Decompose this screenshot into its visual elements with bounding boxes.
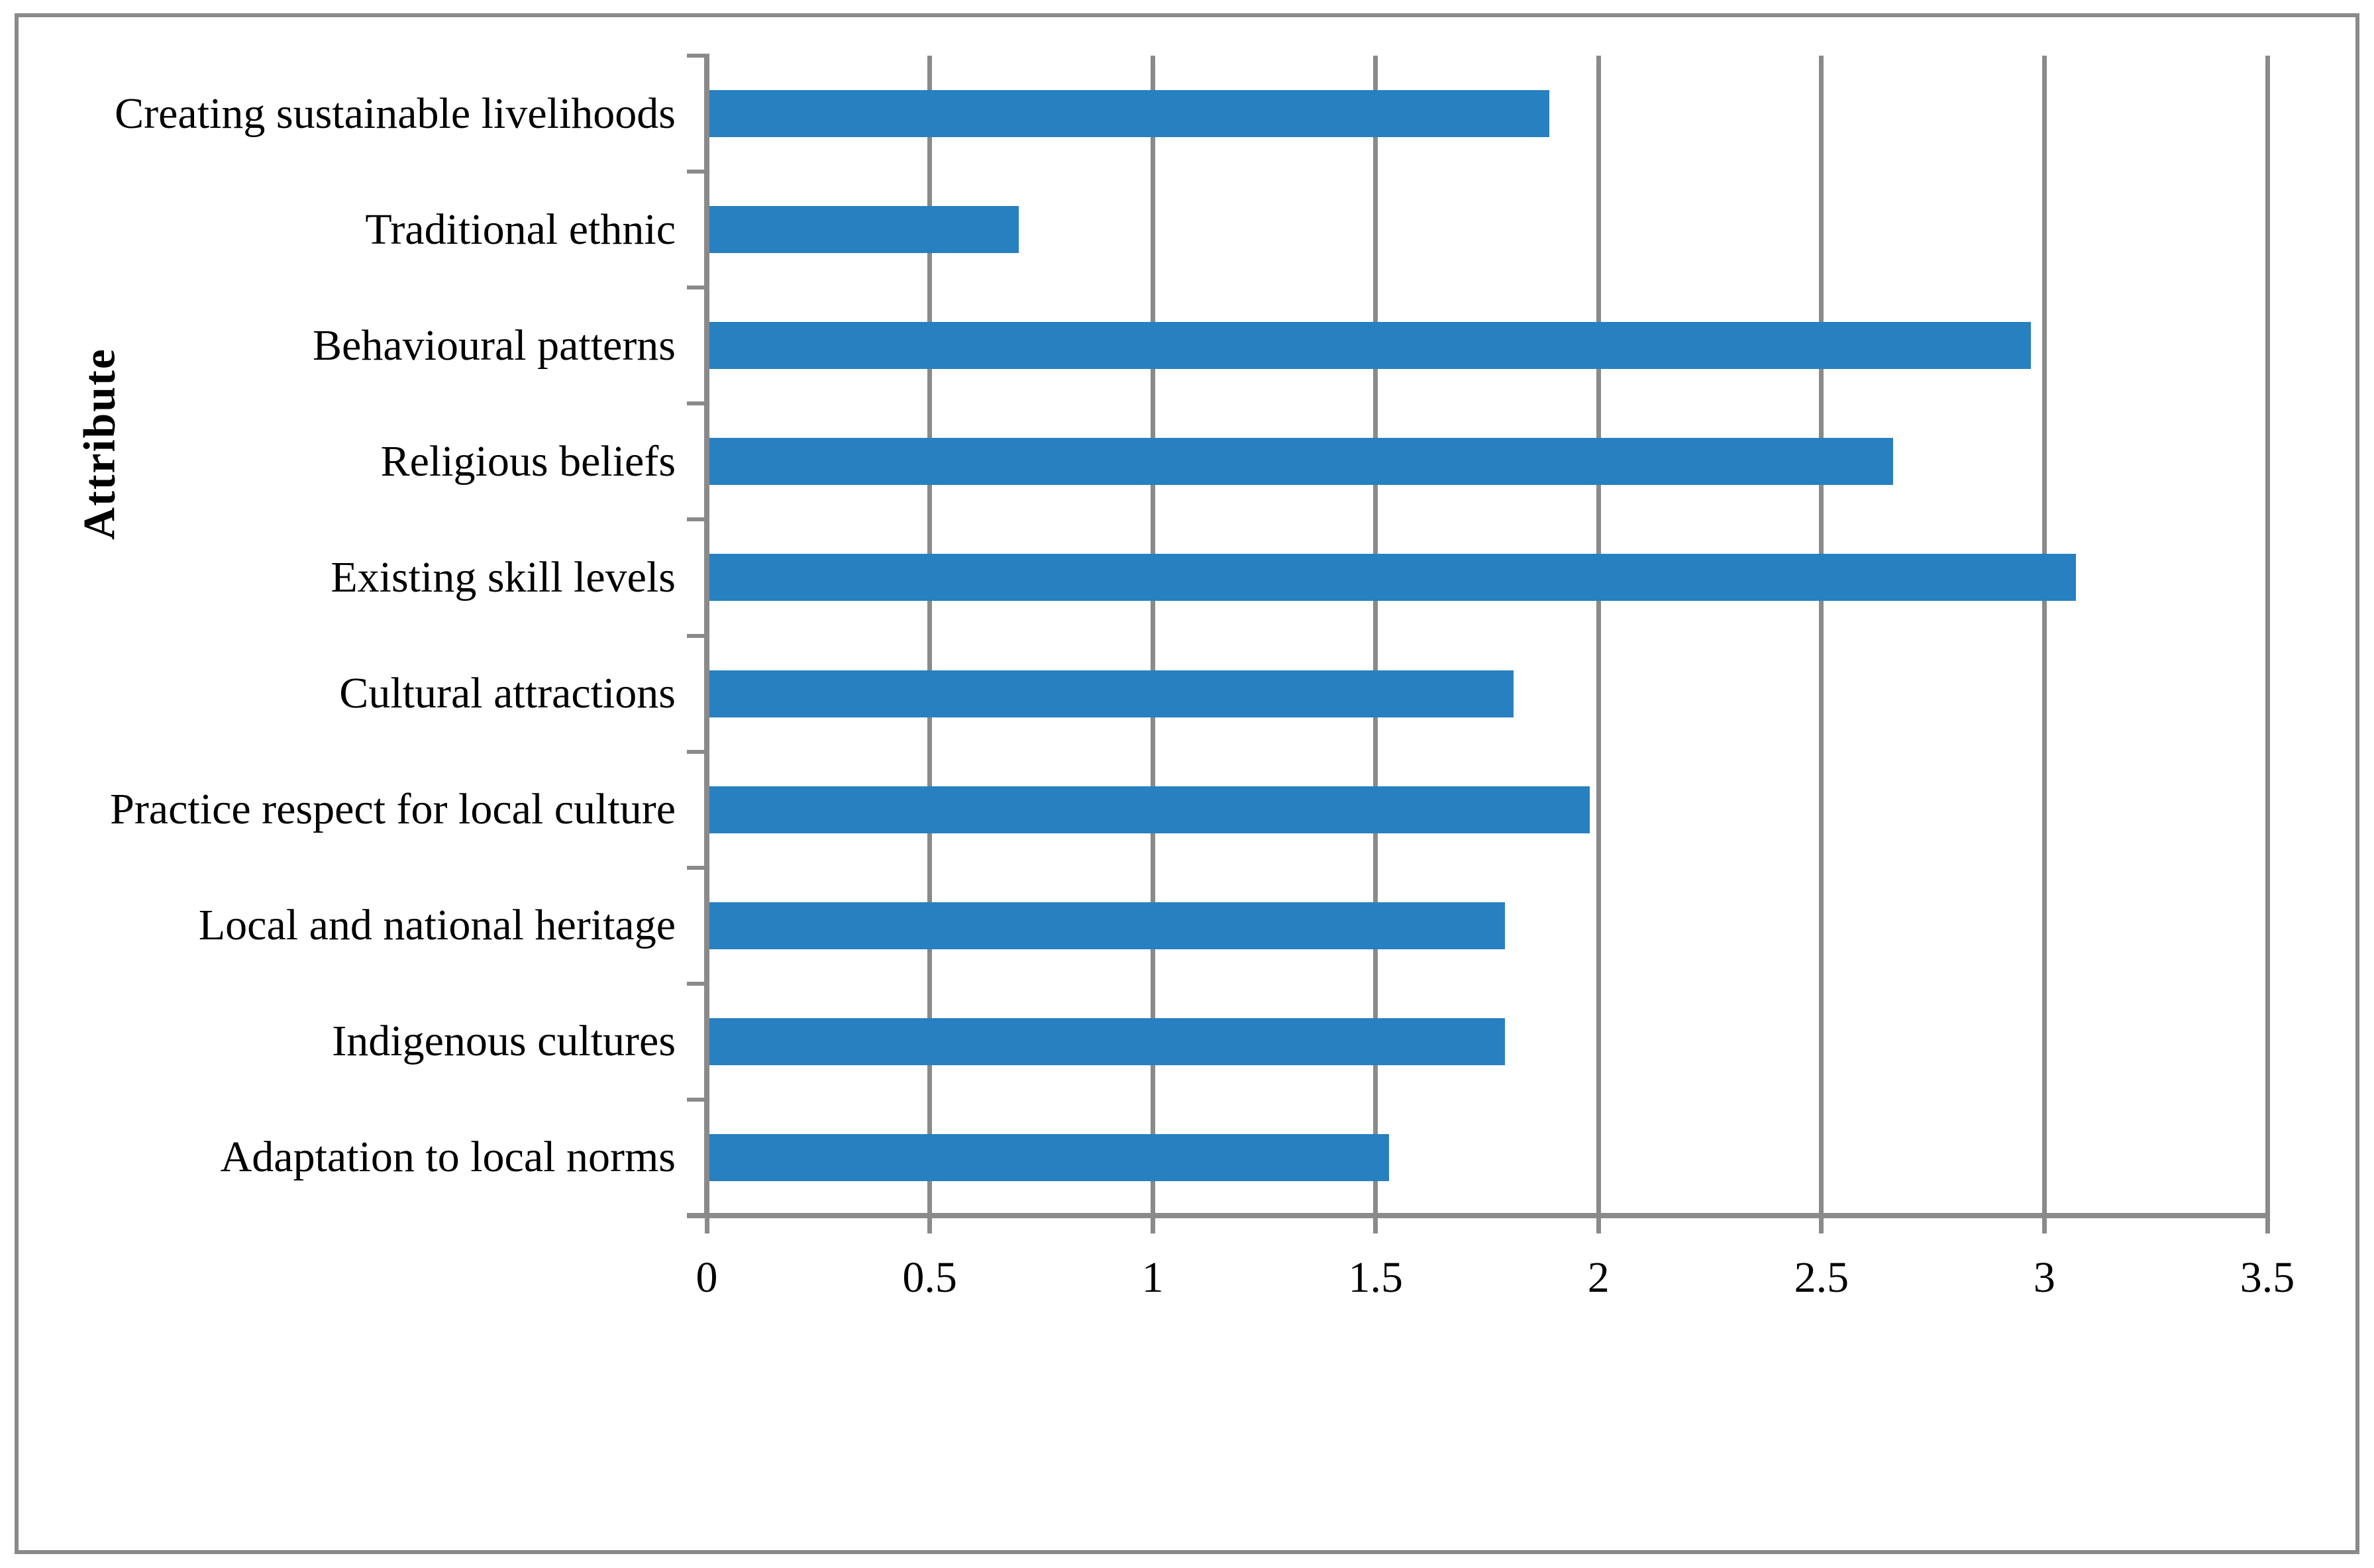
- y-axis-tick: [687, 749, 704, 754]
- bar: [709, 902, 1505, 949]
- x-tick-label: 2: [1587, 1253, 1610, 1302]
- category-label: Cultural attractions: [339, 669, 676, 718]
- gridline: [1150, 56, 1155, 1233]
- y-axis-line: [704, 54, 709, 1218]
- x-tick-label: 3: [2033, 1253, 2055, 1302]
- y-axis-tick: [687, 517, 704, 522]
- gridline: [1373, 56, 1378, 1233]
- x-tick-label: 0.5: [902, 1253, 957, 1302]
- y-axis-tick: [687, 865, 704, 870]
- bar: [709, 670, 1514, 717]
- bar: [709, 786, 1590, 833]
- y-axis-tick: [687, 170, 704, 174]
- gridline: [2265, 56, 2270, 1233]
- category-label: Adaptation to local norms: [220, 1133, 676, 1182]
- bar: [709, 90, 1549, 138]
- category-label: Religious beliefs: [380, 437, 676, 486]
- bar: [709, 1133, 1389, 1181]
- gridline: [1819, 56, 1824, 1233]
- y-axis-tick: [687, 286, 704, 290]
- y-axis-tick: [687, 633, 704, 638]
- category-label: Indigenous cultures: [332, 1017, 676, 1066]
- category-label: Existing skill levels: [331, 552, 676, 601]
- category-label: Behavioural patterns: [313, 321, 676, 370]
- gridline: [927, 56, 933, 1233]
- y-axis-tick: [687, 54, 704, 58]
- x-tick-label: 0: [696, 1253, 718, 1302]
- x-axis-line: [687, 1213, 2270, 1218]
- bar: [709, 1018, 1505, 1065]
- x-axis-tick: [704, 1216, 709, 1233]
- bar: [709, 438, 1893, 486]
- category-label: Traditional ethnic: [365, 205, 676, 254]
- gridline: [2041, 56, 2047, 1233]
- category-label: Practice respect for local culture: [110, 785, 676, 834]
- gridline: [1596, 56, 1601, 1233]
- x-tick-label: 2.5: [1794, 1253, 1849, 1302]
- x-tick-label: 1: [1141, 1253, 1164, 1302]
- x-tick-label: 1.5: [1348, 1253, 1403, 1302]
- bar: [709, 554, 2076, 601]
- category-label: Local and national heritage: [198, 901, 676, 950]
- category-label: Creating sustainable livelihoods: [115, 89, 676, 138]
- y-axis-tick: [687, 981, 704, 986]
- x-tick-label: 3.5: [2240, 1253, 2295, 1302]
- bar: [709, 206, 1019, 254]
- figure-border: [15, 13, 2359, 1554]
- y-axis-tick: [687, 1097, 704, 1102]
- y-axis-tick: [687, 401, 704, 406]
- bar: [709, 322, 2031, 370]
